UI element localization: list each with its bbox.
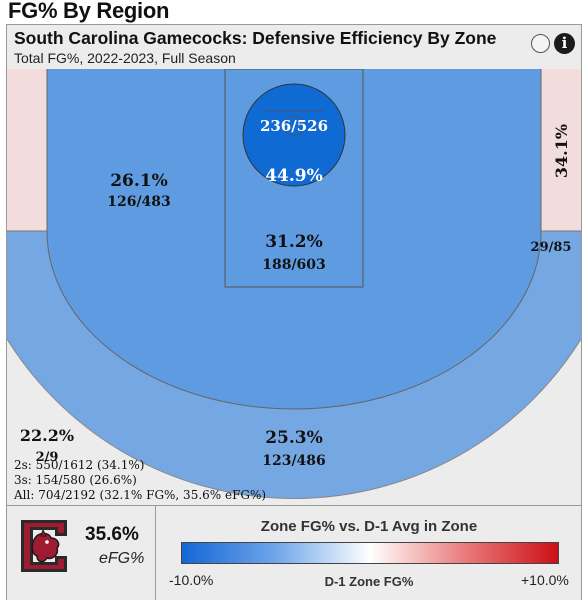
zone-label-c3r-pct: 34.1% [552,124,571,178]
chart-header: South Carolina Gamecocks: Defensive Effi… [7,25,581,69]
zone-corner-3-right [541,69,581,231]
legend-color-scale [181,542,559,564]
summary-line-3s: 3s: 154/580 (26.6%) [14,473,137,487]
zone-label-c3r-attempts: 29/85 [531,240,572,255]
legend-mid-label: D-1 Zone FG% [324,574,414,589]
zone-label-paint-attempts: 188/603 [262,257,326,273]
zone-label-ab3-attempts: 123/486 [262,453,326,469]
zone-label-backcourt-pct: 22.2% [20,426,74,445]
summary-line-all: All: 704/2192 (32.1% FG%, 35.6% eFG%) [13,488,266,502]
chart-title: South Carolina Gamecocks: Defensive Effi… [14,28,497,48]
zone-label-ab3-pct: 25.3% [265,428,323,448]
zone-corner-3-left [7,69,47,231]
page-title: FG% By Region [8,0,170,23]
circle-toggle-icon[interactable] [531,34,550,53]
deep-arc-line [7,338,581,499]
rim [283,115,305,137]
zone-label-paint-pct: 31.2% [265,232,323,252]
three-point-line [46,69,542,410]
efg-value: 35.6% [85,524,139,545]
zone-label-mid-attempts: 126/483 [107,194,171,210]
zone-label-backcourt-attempts: 2/9 [36,450,59,465]
legend-title: Zone FG% vs. D-1 Avg in Zone [260,518,478,535]
court-heatmap: 236/526 44.9% 31.2% 188/603 26.1% 126/48… [7,69,581,505]
gamecock-logo-icon [21,520,67,572]
shot-chart-card: South Carolina Gamecocks: Defensive Effi… [6,24,582,600]
chart-subtitle: Total FG%, 2022-2023, Full Season [14,50,236,66]
zone-label-ra-pct: 44.9% [265,166,323,186]
footer-divider [155,506,156,600]
zone-label-mid-pct: 26.1% [110,171,168,191]
legend-max-label: +10.0% [521,572,569,588]
legend-min-label: -10.0% [169,572,214,588]
summary-line-2s: 2s: 550/1612 (34.1%) [14,458,144,472]
info-icon[interactable]: i [554,33,575,54]
zone-label-ra-attempts: 236/526 [260,117,328,135]
efg-label: eFG% [99,550,145,567]
chart-footer: 35.6% eFG% Zone FG% vs. D-1 Avg in Zone … [7,505,581,600]
